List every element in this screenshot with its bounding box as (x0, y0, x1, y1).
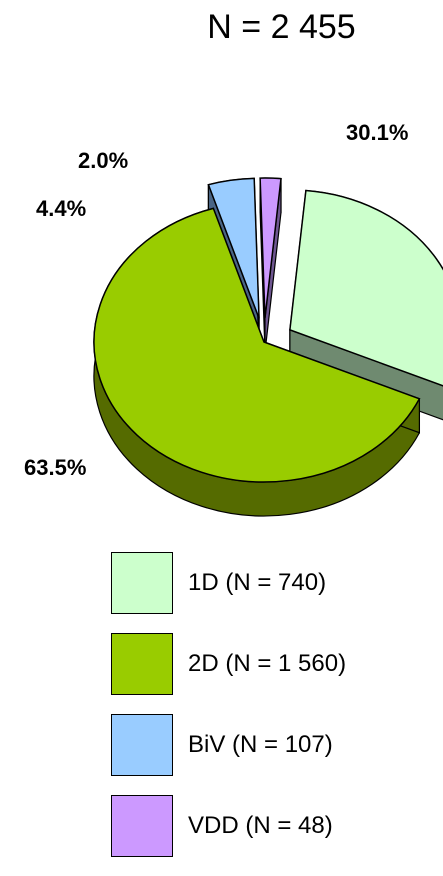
pie-chart (93, 177, 443, 517)
legend-label-2d: 2D (N = 1 560) (188, 650, 347, 677)
pie-slice-biv (207, 177, 260, 319)
legend-label-biv: BiV (N = 107) (188, 731, 333, 758)
legend-swatch-biv (111, 714, 173, 776)
legend-swatch-1d (111, 552, 173, 614)
chart-title: N = 2 455 (207, 8, 356, 46)
pie-slice-2d (93, 207, 421, 483)
data-label-biv: 4.4% (36, 196, 87, 221)
data-label-2d: 63.5% (24, 455, 87, 480)
data-label-1d: 30.1% (346, 120, 409, 145)
pie-slice-1d (289, 189, 443, 387)
legend-label-vdd: VDD (N = 48) (188, 812, 333, 839)
legend-label-1d: 1D (N = 740) (188, 569, 327, 596)
legend-swatch-2d (111, 633, 173, 695)
pie-slice-vdd (259, 177, 282, 319)
data-label-vdd: 2.0% (78, 148, 129, 173)
legend-swatch-vdd (111, 795, 173, 857)
